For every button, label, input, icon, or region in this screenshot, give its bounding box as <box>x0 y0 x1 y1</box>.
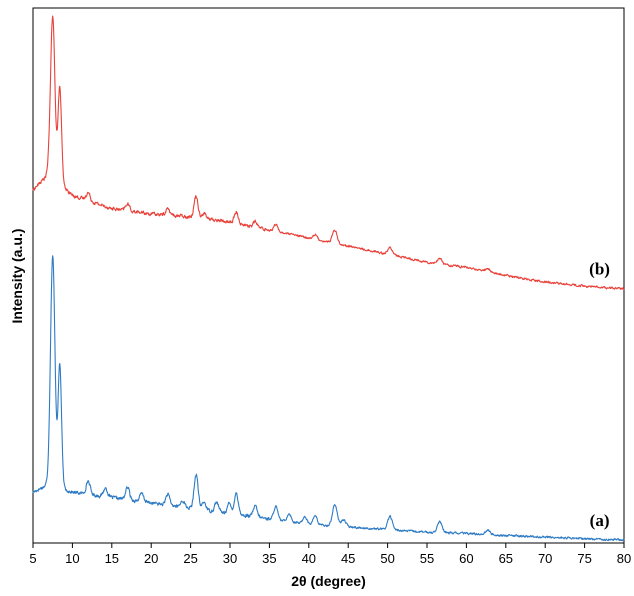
x-tick-label: 70 <box>538 551 552 566</box>
series-layer <box>32 15 625 542</box>
x-tick-label: 50 <box>380 551 394 566</box>
x-tick-label: 5 <box>29 551 36 566</box>
x-tick-label: 80 <box>617 551 631 566</box>
x-tick-label: 45 <box>341 551 355 566</box>
series-line-b <box>32 15 625 291</box>
x-tick-label: 40 <box>302 551 316 566</box>
x-tick-label: 55 <box>420 551 434 566</box>
x-tick-label: 15 <box>105 551 119 566</box>
x-tick-label: 10 <box>65 551 79 566</box>
x-tick-label: 25 <box>183 551 197 566</box>
x-tick-label: 30 <box>223 551 237 566</box>
y-axis-title: Intensity (a.u.) <box>9 229 25 324</box>
x-tick-label: 60 <box>459 551 473 566</box>
x-tick-label: 75 <box>577 551 591 566</box>
x-tick-label: 65 <box>499 551 513 566</box>
series-line-a <box>32 255 625 542</box>
x-axis-title: 2θ (degree) <box>291 573 365 589</box>
x-tick-label: 35 <box>262 551 276 566</box>
series-label-b: (b) <box>589 259 610 278</box>
series-label-a: (a) <box>590 511 610 530</box>
plot-frame <box>32 7 625 544</box>
series-labels: (a) (b) <box>589 259 610 530</box>
x-axis-ticks: 5 10 15 20 25 30 35 40 45 50 55 60 65 70 75 80 <box>29 543 631 566</box>
x-tick-label: 20 <box>144 551 158 566</box>
